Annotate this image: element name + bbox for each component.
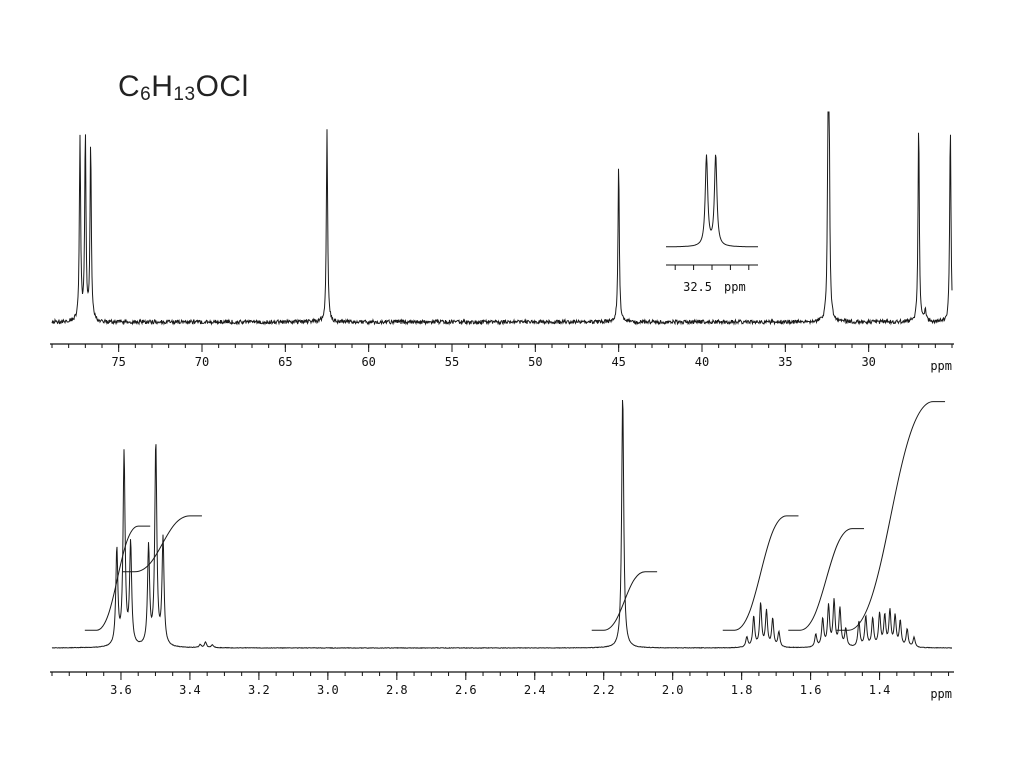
x-tick-label: 30 bbox=[861, 355, 875, 369]
x-tick-label: 70 bbox=[195, 355, 209, 369]
x-tick-label: 55 bbox=[445, 355, 459, 369]
x-tick-label: 50 bbox=[528, 355, 542, 369]
integral-curve-1 bbox=[122, 515, 202, 573]
x-tick-label: 40 bbox=[695, 355, 709, 369]
molecular-formula: C6H13OCl bbox=[118, 70, 249, 105]
x-tick-label: 45 bbox=[611, 355, 625, 369]
spectrum-trace bbox=[51, 399, 952, 649]
formula-hydrogen-count: 13 bbox=[173, 84, 196, 105]
carbon-13-spectrum: 75 70 65 60 55 50 45 40 35 30 ppm bbox=[50, 111, 954, 373]
integral-curve-4 bbox=[788, 528, 864, 631]
x-tick-label: 65 bbox=[278, 355, 292, 369]
spectrum-trace bbox=[51, 111, 953, 326]
carbon-13-inset-spectrum: 32.5 ppm bbox=[666, 154, 758, 294]
x-tick-label: 1.4 bbox=[869, 683, 891, 697]
integral-curve-3 bbox=[722, 515, 799, 631]
integral-curve-2 bbox=[591, 571, 658, 631]
inset-tick-label: 32.5 bbox=[683, 280, 712, 294]
x-tick-label: 60 bbox=[361, 355, 375, 369]
x-tick-label: 3.4 bbox=[179, 683, 201, 697]
proton-spectrum: 3.6 3.4 3.2 3.0 2.8 2.6 2.4 2.2 2.0 1.8 1.6 1.4 ppm bbox=[50, 399, 954, 701]
x-tick-label: 2.8 bbox=[386, 683, 408, 697]
x-tick-label: 2.0 bbox=[662, 683, 684, 697]
x-tick-label: 3.2 bbox=[248, 683, 270, 697]
inset-trace bbox=[666, 154, 758, 248]
x-axis-unit-label: ppm bbox=[930, 359, 952, 373]
x-tick-label: 2.6 bbox=[455, 683, 477, 697]
integral-curve-0 bbox=[84, 525, 151, 631]
formula-rest: OCl bbox=[195, 70, 249, 103]
x-tick-label: 3.0 bbox=[317, 683, 339, 697]
integral-curve-5 bbox=[836, 401, 946, 631]
x-tick-label: 2.2 bbox=[593, 683, 615, 697]
inset-unit-label: ppm bbox=[724, 280, 746, 294]
x-tick-label: 3.6 bbox=[110, 683, 132, 697]
x-axis-unit-label: ppm bbox=[930, 687, 952, 701]
x-tick-label: 75 bbox=[111, 355, 125, 369]
x-tick-label: 35 bbox=[778, 355, 792, 369]
x-tick-label: 1.6 bbox=[800, 683, 822, 697]
formula-carbon: C bbox=[118, 70, 141, 103]
x-tick-label: 2.4 bbox=[524, 683, 546, 697]
x-tick-label: 1.8 bbox=[731, 683, 753, 697]
formula-carbon-count: 6 bbox=[140, 84, 152, 105]
formula-hydrogen: H bbox=[151, 70, 174, 103]
